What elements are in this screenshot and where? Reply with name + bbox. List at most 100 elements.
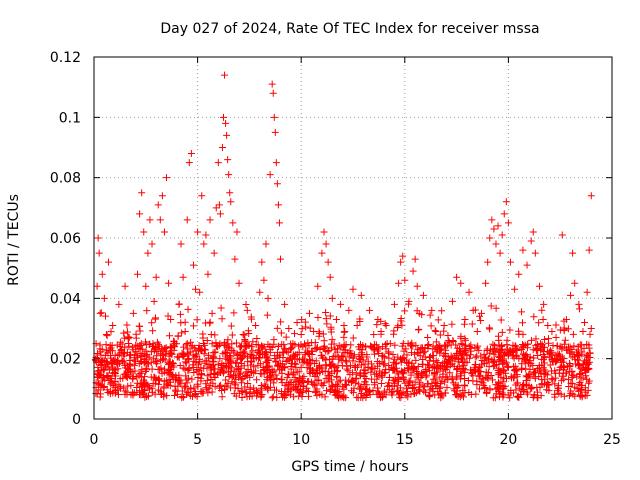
data-point-dense [491, 394, 499, 402]
data-point-dense [131, 367, 139, 375]
data-point-dense [329, 381, 337, 389]
data-point [276, 255, 284, 263]
y-tick-label: 0.02 [50, 352, 81, 368]
data-point-dense [340, 341, 348, 349]
data-point-dense [291, 351, 299, 359]
data-point-dense [569, 330, 577, 338]
data-point-dense [284, 356, 292, 364]
data-point-dense [457, 370, 465, 378]
data-point-dense [299, 355, 307, 363]
data-point [569, 249, 577, 257]
data-point-dense [434, 316, 442, 324]
data-point-dense [448, 373, 456, 381]
data-point-dense [148, 365, 156, 373]
data-point [531, 249, 539, 257]
data-point-dense [245, 341, 253, 349]
data-point-dense [235, 365, 243, 373]
data-point-dense [249, 347, 257, 355]
data-point [486, 234, 494, 242]
data-point-dense [141, 379, 149, 387]
data-point [502, 198, 510, 206]
data-point-dense [281, 381, 289, 389]
data-point-dense [325, 378, 333, 386]
data-point-dense [121, 387, 129, 395]
data-point [235, 279, 243, 287]
data-point-dense [305, 350, 313, 358]
data-point-dense [343, 381, 351, 389]
data-point-dense [219, 369, 227, 377]
data-point-dense [217, 304, 225, 312]
data-point-dense [477, 317, 485, 325]
data-point-dense [481, 384, 489, 392]
data-point-dense [343, 358, 351, 366]
data-point-dense [423, 380, 431, 388]
data-point-dense [125, 371, 133, 379]
data-point-dense [182, 376, 190, 384]
data-point-dense [429, 357, 437, 365]
data-point [575, 300, 583, 308]
data-point-dense [581, 319, 589, 327]
data-point-dense [438, 390, 446, 398]
data-point-dense [263, 354, 271, 362]
data-point [223, 131, 231, 139]
data-point [273, 180, 281, 188]
data-point-dense [548, 348, 556, 356]
data-point [239, 331, 247, 339]
data-point-dense [211, 373, 219, 381]
data-point-dense [173, 390, 181, 398]
data-point [270, 113, 278, 121]
data-point-dense [151, 314, 159, 322]
data-point-dense [374, 372, 382, 380]
data-point-dense [404, 382, 412, 390]
data-point [490, 225, 498, 233]
data-point [506, 258, 514, 266]
data-point-dense [432, 375, 440, 383]
data-point-dense [507, 373, 515, 381]
data-point-dense [500, 358, 508, 366]
data-point-dense [100, 383, 108, 391]
data-point-dense [393, 382, 401, 390]
data-point-dense [328, 336, 336, 344]
data-point-dense [526, 365, 534, 373]
data-point [529, 228, 537, 236]
data-point-dense [220, 338, 228, 346]
data-point-dense [244, 358, 252, 366]
data-point-dense [462, 345, 470, 353]
data-point [345, 306, 353, 314]
data-point-dense [530, 313, 538, 321]
data-point-dense [545, 353, 553, 361]
data-point-dense [181, 382, 189, 390]
data-point-dense [388, 391, 396, 399]
data-point-dense [99, 383, 107, 391]
data-point [134, 270, 142, 278]
data-point-dense [266, 342, 274, 350]
data-point-dense [479, 379, 487, 387]
data-point-dense [532, 335, 540, 343]
data-point [256, 288, 264, 296]
data-point-dense [301, 340, 309, 348]
data-point-dense [415, 386, 423, 394]
data-point-dense [224, 380, 232, 388]
data-point-dense [565, 376, 573, 384]
data-point [189, 261, 197, 269]
data-point-dense [342, 394, 350, 402]
data-point-dense [449, 336, 457, 344]
data-point-dense [243, 393, 251, 401]
data-point-dense [317, 380, 325, 388]
data-point-dense [110, 368, 118, 376]
data-point-dense [546, 361, 554, 369]
data-point-dense [393, 324, 401, 332]
data-point-dense [299, 388, 307, 396]
data-point-dense [246, 350, 254, 358]
data-point-dense [328, 340, 336, 348]
data-point-dense [485, 324, 493, 332]
data-point-dense [111, 358, 119, 366]
data-point-dense [510, 389, 518, 397]
data-point-dense [252, 340, 260, 348]
data-point-dense [95, 380, 103, 388]
data-point-dense [527, 385, 535, 393]
data-point-dense [280, 345, 288, 353]
data-point [341, 328, 349, 336]
data-point-dense [432, 338, 440, 346]
data-point-dense [169, 360, 177, 368]
